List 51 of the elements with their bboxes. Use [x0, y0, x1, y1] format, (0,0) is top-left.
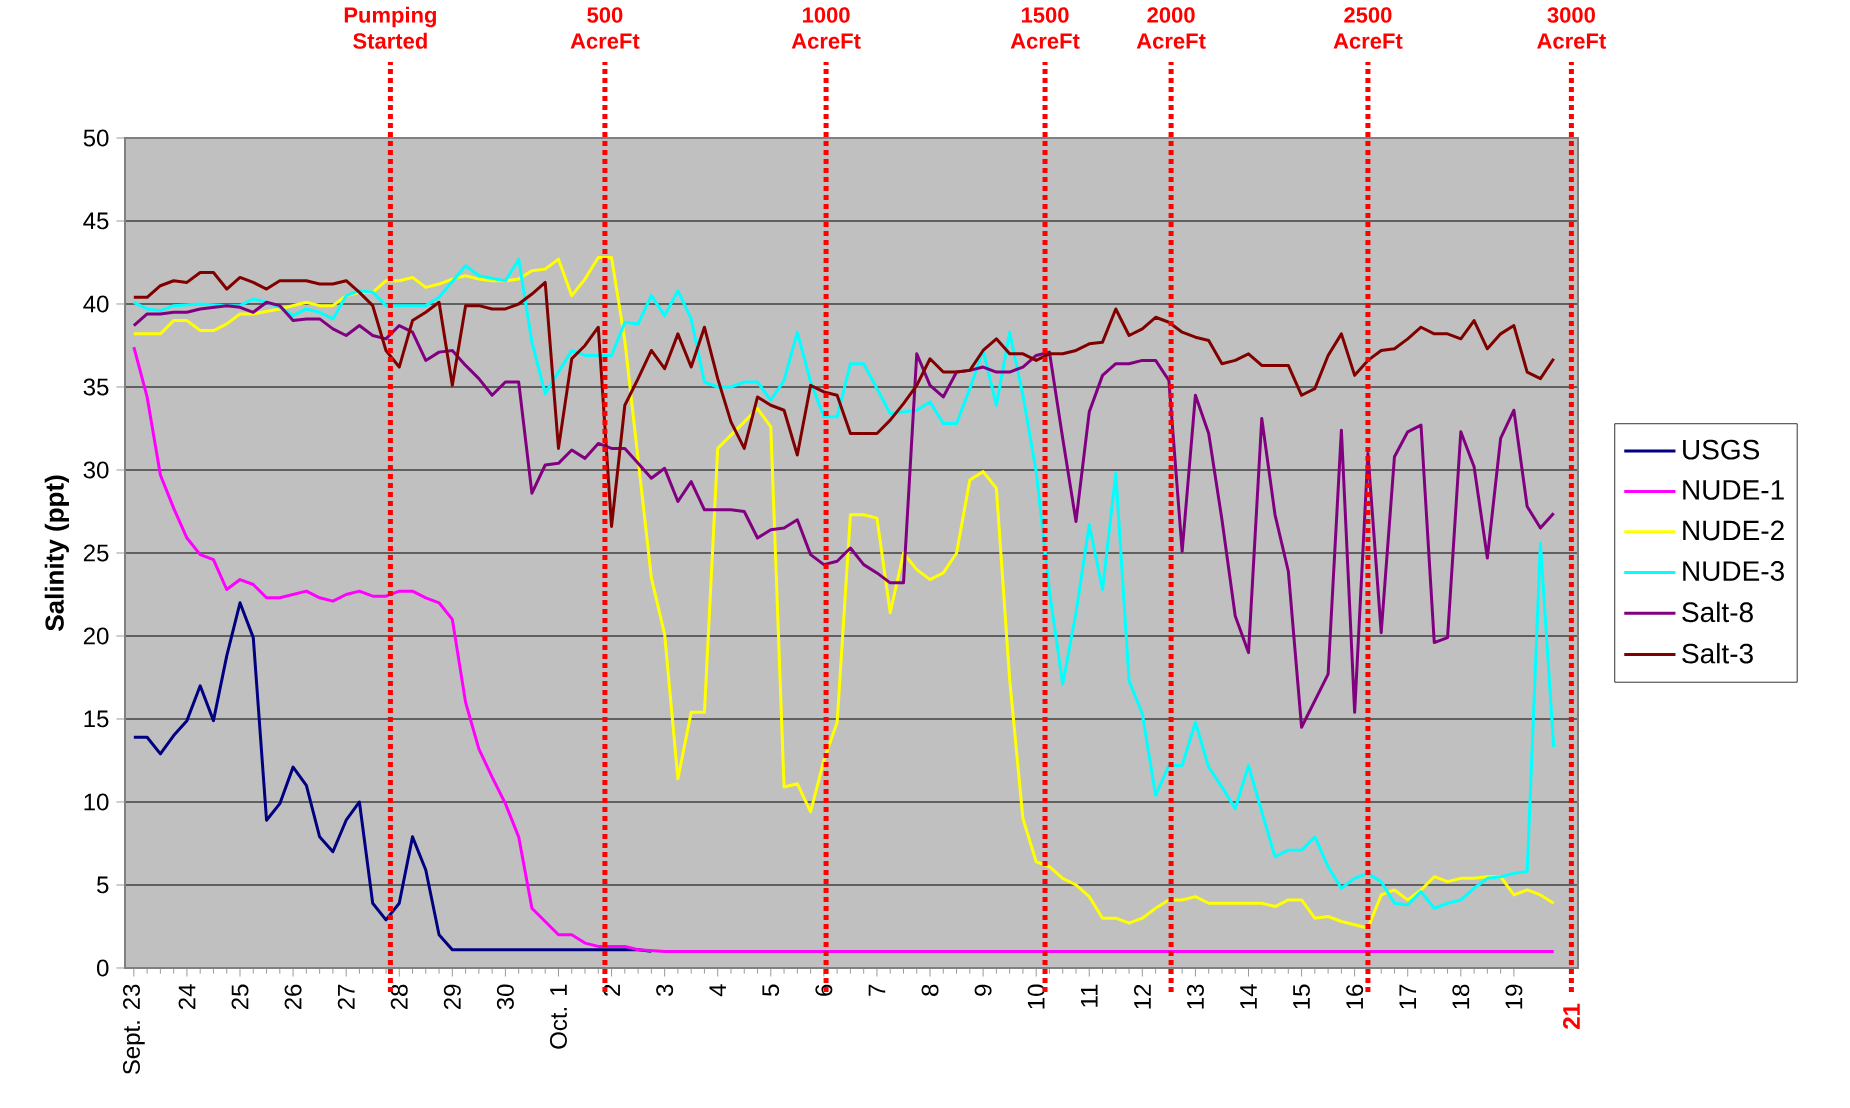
ref-line-label: 2000 AcreFt	[1136, 7, 1206, 49]
ref-line-label: 1500 AcreFt	[1010, 7, 1080, 49]
y-tick-label: 5	[97, 876, 109, 894]
legend-label: NUDE-3	[1683, 561, 1784, 581]
ref-line-label: Pumping Started	[344, 6, 436, 49]
x-tick-label: 17	[1399, 984, 1416, 1009]
x-tick-label: 28	[390, 984, 408, 1010]
y-tick-label: 45	[83, 212, 109, 230]
x-tick-label: 26	[284, 984, 302, 1010]
y-tick-label: 15	[84, 710, 109, 728]
x-tick-label: 4	[709, 984, 726, 997]
x-tick-label: Sept. 23	[122, 984, 145, 1075]
x-tick-label: 25	[231, 984, 249, 1010]
x-tick-label: 14	[1240, 984, 1257, 1009]
x-tick-label: 7	[868, 984, 886, 996]
x-tick-label: 19	[1505, 984, 1523, 1009]
x-tick-label: 6	[815, 984, 833, 996]
y-tick-label: 40	[83, 295, 109, 313]
y-tick-label: 20	[83, 627, 109, 645]
y-axis-title: Salinity (ppt)	[44, 475, 69, 631]
ref-line-label: 3000 AcreFt	[1537, 7, 1606, 49]
ref-line-label: 500 AcreFt	[570, 7, 640, 49]
x-tick-label: 27	[337, 984, 355, 1010]
x-tick-label: 3	[656, 984, 674, 997]
y-tick-label: 35	[83, 378, 109, 396]
legend-label: Salt-8	[1682, 601, 1753, 623]
y-tick-label: 0	[96, 959, 109, 977]
x-tick-label: 11	[1081, 984, 1098, 1007]
y-tick-label: 30	[83, 461, 109, 479]
x-tick-label: Oct. 1	[549, 984, 567, 1049]
x-tick-label: 30	[496, 984, 514, 1010]
y-tick-label: 50	[83, 129, 109, 147]
x-tick-label: 12	[1133, 984, 1151, 1009]
x-tick-label: 24	[178, 984, 196, 1010]
x-tick-label: 15	[1293, 984, 1310, 1009]
x-tick-label: 16	[1346, 984, 1364, 1009]
legend-label: Salt-3	[1682, 642, 1753, 664]
legend-label: NUDE-1	[1683, 480, 1784, 500]
x-tick-label: 8	[921, 984, 939, 996]
y-tick-label: 10	[84, 793, 109, 811]
y-tick-label: 25	[83, 544, 109, 562]
text: 21	[1563, 1003, 1580, 1029]
x-tick-label: 18	[1452, 984, 1470, 1009]
ref-line-label: 1000 AcreFt	[791, 7, 861, 49]
x-tick-label: 5	[762, 984, 780, 996]
legend-label: USGS	[1683, 439, 1760, 460]
x-tick-label: 29	[443, 984, 461, 1010]
ref-line-label: 2500 AcreFt	[1333, 7, 1403, 49]
legend-label: NUDE-2	[1683, 520, 1784, 541]
x-tick-label: 9	[974, 984, 992, 996]
x-tick-label: 13	[1186, 984, 1204, 1009]
